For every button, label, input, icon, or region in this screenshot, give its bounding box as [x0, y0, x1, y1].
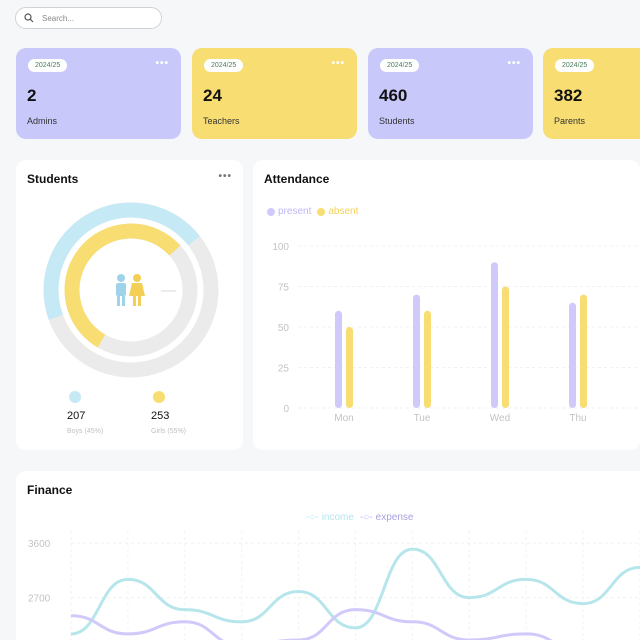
girls-count: 253 — [151, 410, 170, 422]
boys-label: Boys (45%) — [67, 428, 104, 435]
more-icon[interactable]: ••• — [331, 58, 345, 69]
y-tick-label: 25 — [278, 364, 290, 375]
bar-present-wed[interactable] — [491, 262, 498, 408]
legend-absent-label: absent — [328, 206, 359, 217]
parents-card: 2024/25 382 Parents — [543, 48, 640, 139]
line-income[interactable] — [70, 547, 640, 636]
admins-card: 2024/25 ••• 2 Admins — [16, 48, 181, 139]
attendance-title: Attendance — [264, 172, 330, 186]
income-marker-icon: -○- — [306, 512, 319, 523]
card-count: 2 — [27, 86, 37, 105]
finance-line-chart: 2700 3600 — [28, 531, 640, 640]
students-panel: Students ••• 207 Boys (45%) 253 — [16, 160, 243, 450]
search-bar[interactable] — [15, 7, 162, 29]
attendance-bar-chart: 0 25 50 75 100 Mon Tue Wed Thu — [272, 242, 640, 424]
attendance-legend: present absent — [267, 206, 358, 217]
girls-label: Girls (55%) — [151, 428, 187, 435]
search-input[interactable] — [42, 13, 152, 23]
finance-title: Finance — [27, 483, 73, 497]
students-card: 2024/25 ••• 460 Students — [368, 48, 533, 139]
boys-legend: 207 Boys (45%) — [67, 391, 103, 435]
x-tick-label: Wed — [490, 413, 510, 424]
card-count: 24 — [203, 86, 222, 105]
y-tick-label: 100 — [272, 242, 289, 253]
boys-dot — [69, 391, 81, 403]
bar-absent-thu[interactable] — [580, 294, 587, 408]
present-dot — [267, 207, 275, 216]
legend-present-label: present — [278, 206, 312, 217]
legend-expense-label: expense — [375, 512, 414, 523]
y-tick-label: 2700 — [28, 594, 51, 605]
students-title: Students — [27, 172, 79, 186]
legend-income[interactable]: -○- income — [306, 512, 354, 523]
y-tick-label: 3600 — [28, 539, 51, 550]
bar-present-tue[interactable] — [413, 294, 420, 408]
bar-absent-mon[interactable] — [346, 327, 353, 408]
girls-arc — [64, 223, 181, 348]
legend-absent[interactable]: absent — [317, 206, 358, 217]
x-tick-label: Thu — [569, 413, 586, 424]
year-badge: 2024/25 — [380, 59, 420, 72]
girls-legend: 253 Girls (55%) — [151, 391, 186, 435]
more-icon[interactable]: ••• — [218, 171, 232, 182]
boys-count: 207 — [67, 410, 86, 422]
legend-expense[interactable]: -○- expense — [360, 512, 414, 523]
bar-present-thu[interactable] — [569, 302, 576, 408]
absent-dot — [317, 207, 326, 216]
year-badge: 2024/25 — [204, 59, 244, 72]
card-label: Parents — [554, 116, 586, 126]
card-label: Students — [379, 116, 415, 126]
x-tick-label: Mon — [334, 413, 353, 424]
boy-icon — [116, 274, 126, 306]
girl-icon — [129, 274, 145, 306]
bar-absent-tue[interactable] — [424, 310, 431, 408]
girls-dot — [153, 391, 165, 403]
attendance-panel: Attendance present absent 0 25 50 75 100 Mon T… — [253, 160, 640, 450]
more-icon[interactable]: ••• — [155, 58, 169, 69]
search-icon — [24, 13, 34, 23]
line-expense[interactable] — [70, 608, 640, 640]
card-label: Teachers — [203, 116, 240, 126]
card-count: 460 — [379, 86, 408, 105]
card-count: 382 — [554, 86, 583, 105]
card-label: Admins — [27, 116, 58, 126]
finance-panel: Finance -○- income -○- expense 2700 3600 — [16, 471, 640, 640]
finance-legend: -○- income -○- expense — [306, 512, 413, 523]
year-badge: 2024/25 — [555, 59, 595, 72]
expense-marker-icon: -○- — [359, 512, 373, 523]
bar-present-mon[interactable] — [335, 310, 342, 408]
students-radial-chart — [43, 202, 219, 378]
more-icon[interactable]: ••• — [507, 58, 521, 69]
x-tick-label: Tue — [414, 413, 431, 424]
year-badge: 2024/25 — [28, 59, 68, 72]
y-tick-label: 0 — [283, 404, 289, 415]
boys-arc — [43, 202, 200, 320]
bar-absent-wed[interactable] — [502, 286, 509, 409]
y-tick-label: 50 — [278, 323, 290, 334]
y-tick-label: 75 — [278, 283, 290, 294]
teachers-card: 2024/25 ••• 24 Teachers — [192, 48, 357, 139]
legend-income-label: income — [321, 512, 354, 523]
legend-present[interactable]: present — [267, 206, 311, 217]
